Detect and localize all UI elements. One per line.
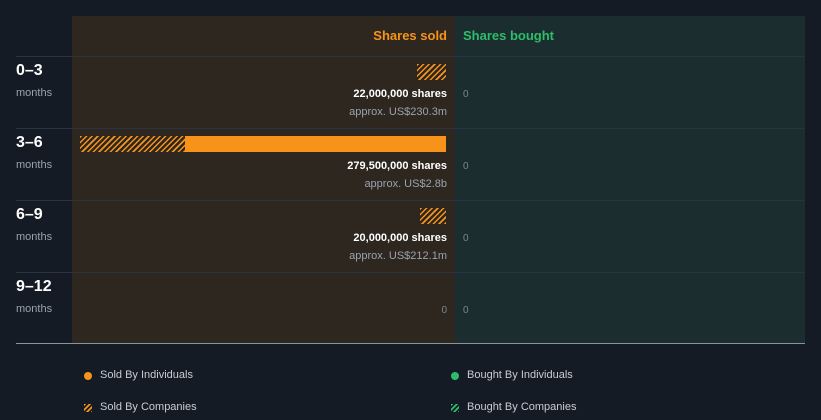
sold-companies-legend-icon: [84, 404, 92, 412]
period-unit: months: [16, 159, 53, 171]
legend-sold-individuals: Sold By Individuals: [100, 369, 193, 381]
shares-sold-panel: [72, 16, 455, 343]
sold-companies-bar: [417, 64, 446, 80]
period-unit: months: [16, 87, 53, 99]
bought-value: 0: [463, 233, 469, 244]
sold-individuals-legend-icon: [84, 372, 92, 380]
row-divider: [16, 200, 805, 201]
period-label: 9–12: [16, 278, 52, 295]
sold-companies-bar: [419, 208, 446, 224]
sold-value: 0: [441, 305, 447, 316]
sold-companies-bar: [80, 136, 186, 152]
chart-baseline: [16, 343, 805, 344]
bought-companies-legend-icon: [451, 404, 459, 412]
shares-sold-header: Shares sold: [373, 28, 447, 43]
row-divider: [16, 128, 805, 129]
row-divider: [16, 272, 805, 273]
bought-value: 0: [463, 161, 469, 172]
shares-bought-header: Shares bought: [463, 28, 555, 43]
period-unit: months: [16, 231, 53, 243]
shares-sold-value: 279,500,000 shares: [347, 160, 447, 172]
bought-individuals-legend-icon: [451, 372, 459, 380]
approx-value: approx. US$230.3m: [349, 106, 447, 118]
shares-sold-value: 22,000,000 shares: [353, 88, 447, 100]
period-label: 0–3: [16, 62, 43, 79]
period-label: 6–9: [16, 206, 43, 223]
bought-value: 0: [463, 89, 469, 100]
legend-sold-companies: Sold By Companies: [100, 401, 197, 413]
period-label: 3–6: [16, 134, 43, 151]
approx-value: approx. US$2.8b: [364, 178, 447, 190]
legend-bought-individuals: Bought By Individuals: [467, 369, 573, 381]
legend-bought-companies: Bought By Companies: [467, 401, 577, 413]
sold-individuals-bar: [185, 136, 446, 152]
row-divider: [16, 56, 805, 57]
bought-value: 0: [463, 305, 469, 316]
shares-bought-panel: [455, 16, 805, 343]
period-unit: months: [16, 303, 53, 315]
shares-sold-value: 20,000,000 shares: [353, 232, 447, 244]
approx-value: approx. US$212.1m: [349, 250, 447, 262]
